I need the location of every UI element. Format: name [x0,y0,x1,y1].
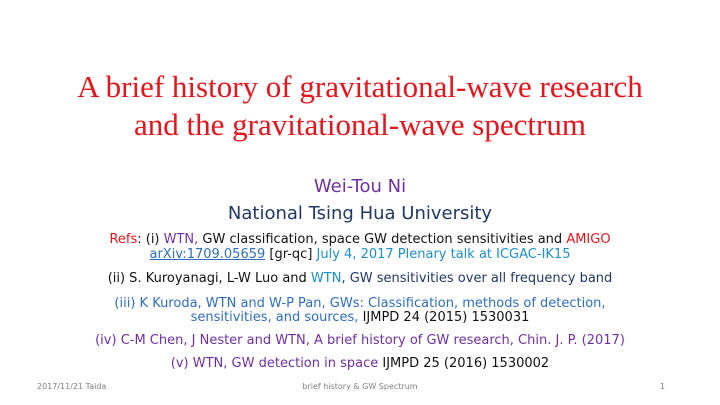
footer-title: brief history & GW Spectrum [302,382,418,391]
reference-1-title: GW classification, space GW detection se… [198,232,567,247]
reference-1-continued: arXiv:1709.05659 [gr-qc] July 4, 2017 Pl… [10,247,710,262]
title-line-2: and the gravitational-wave spectrum [134,107,586,142]
author-name: Wei-Tou Ni [313,176,407,197]
reference-3: (iii) K Kuroda, WTN and W-P Pan, GWs: Cl… [114,296,606,311]
footer-page-number: 1 [659,382,665,391]
reference-2-authors: (ii) S. Kuroyanagi, L-W Luo and [107,271,311,286]
reference-2-wtn: WTN [310,271,342,286]
reference-3-journal: IJMPD 24 (2015) 1530031 [362,310,530,325]
reference-1-author: WTN, [163,232,199,247]
title-line-1: A brief history of gravitational-wave re… [77,69,643,104]
refs-label: Refs [109,232,138,247]
reference-3-continued: sensitivities, and sources, IJMPD 24 (20… [10,310,710,325]
reference-5-journal: IJMPD 25 (2016) 1530002 [382,356,550,371]
reference-1-number: : (i) [137,232,164,247]
reference-1: Refs: (i) WTN, GW classification, space … [10,232,710,247]
reference-3-title-end: sensitivities, and sources, [190,310,363,325]
reference-1-amigo: AMIGO [566,232,611,247]
author-affiliation: National Tsing Hua University [227,203,493,224]
reference-2: (ii) S. Kuroyanagi, L-W Luo and WTN, GW … [10,271,710,286]
arxiv-link[interactable]: arXiv:1709.05659 [149,247,266,262]
slide-title: A brief history of gravitational-wave re… [20,68,700,144]
reference-2-title: , GW sensitivities over all frequency ba… [341,271,613,286]
reference-5: (v) WTN, GW detection in space IJMPD 25 … [10,356,710,371]
footer-date: 2017/11/21 Taida [37,382,107,391]
reference-4: (iv) C-M Chen, J Nester and WTN, A brief… [95,333,625,348]
reference-5-title: (v) WTN, GW detection in space [170,356,383,371]
arxiv-category: [gr-qc] [265,247,317,262]
reference-1-talk: July 4, 2017 Plenary talk at ICGAC-IK15 [316,247,571,262]
